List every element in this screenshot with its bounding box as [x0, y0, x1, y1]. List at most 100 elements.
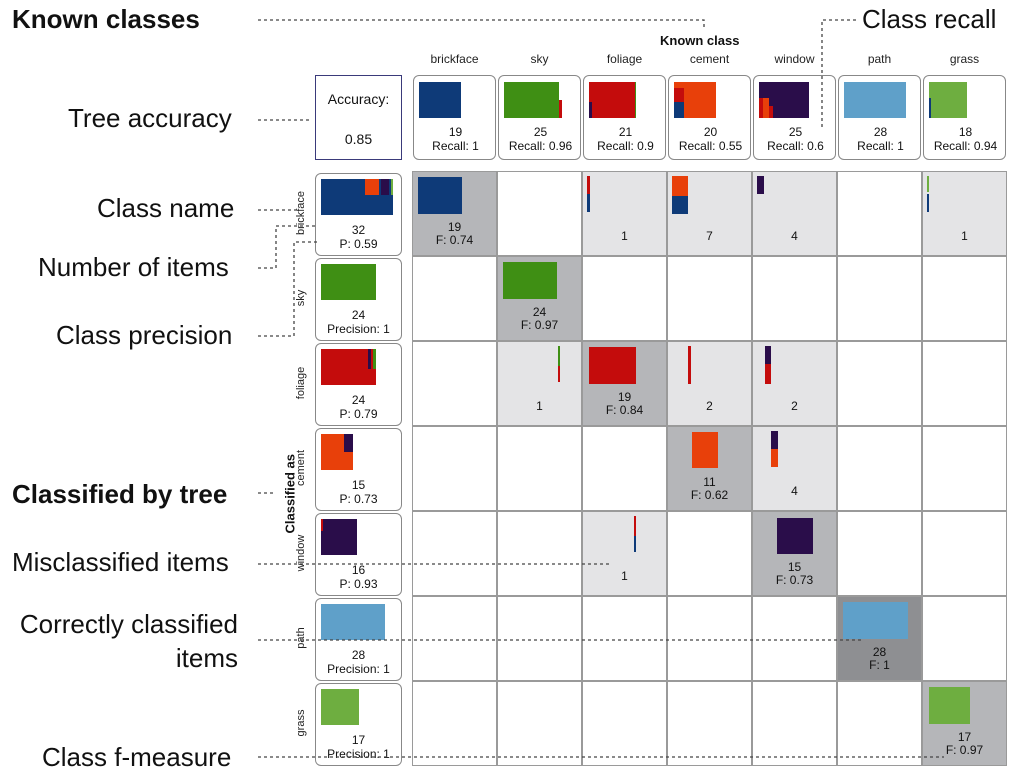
recall-swatch-foliage: [587, 80, 663, 122]
precision-count-window: 16: [351, 563, 366, 577]
bar-cement-small: [771, 449, 778, 467]
recall-bar-brickface: [419, 82, 461, 118]
recall-bar-cement-foliage: [674, 88, 684, 102]
cell-count: 4: [791, 484, 798, 498]
cell-count: 1: [536, 399, 543, 413]
precision-card-cement: 15 P: 0.73: [315, 428, 402, 511]
matrix-cell-path-path: 28 F: 1: [837, 596, 922, 681]
matrix-cell-window-window: 15 F: 0.73: [752, 511, 837, 596]
recall-bar-window-foliage: [759, 98, 763, 118]
row-label-sky: sky: [295, 289, 307, 307]
precision-bar-cement-window: [344, 434, 353, 452]
matrix-cell-brickface-sky: [497, 171, 582, 256]
bar-brickface-small: [672, 196, 688, 214]
column-header-path: path: [867, 52, 892, 66]
row-label-grass: grass: [295, 709, 307, 737]
cell-count: 7: [706, 229, 713, 243]
matrix-cell-grass-grass: 17 F: 0.97: [922, 681, 1007, 766]
cell-count: 2: [706, 399, 713, 413]
bar-window: [765, 346, 771, 364]
precision-value-foliage: P: 0.79: [339, 407, 378, 421]
precision-value-window: P: 0.93: [339, 577, 378, 591]
annotation-number-of-items: Number of items: [38, 252, 229, 282]
recall-bar-grass-brickface: [929, 98, 931, 118]
recall-count-cement: 20: [703, 125, 718, 139]
precision-card-window: 16 P: 0.93: [315, 513, 402, 596]
matrix-cell-window-path: [837, 511, 922, 596]
bar-foliage-small: [558, 366, 560, 382]
matrix-cell-grass-foliage: [582, 681, 667, 766]
annotation-known-classes: Known classes: [12, 4, 200, 34]
cell-count: 24: [532, 305, 547, 319]
matrix-cell-grass-brickface: [412, 681, 497, 766]
precision-value-path: Precision: 1: [327, 662, 390, 676]
precision-count-grass: 17: [351, 733, 366, 747]
matrix-cell-cement-sky: [497, 426, 582, 511]
precision-bar-brickface-cement: [365, 179, 379, 195]
bar-sky: [503, 262, 557, 299]
recall-count-window: 25: [788, 125, 803, 139]
recall-bar-cement-foliage2: [674, 82, 684, 88]
row-label-cement: cement: [295, 449, 307, 487]
matrix-cell-cement-foliage: [582, 426, 667, 511]
precision-card-path: 28 Precision: 1: [315, 598, 402, 681]
annotation-class-name: Class name: [97, 193, 235, 223]
bar-brickface: [418, 177, 462, 214]
cell-f-measure: F: 0.84: [605, 403, 644, 417]
cell-count: 19: [447, 220, 462, 234]
cell-count: 2: [791, 399, 798, 413]
matrix-cell-path-window: [752, 596, 837, 681]
matrix-cell-brickface-foliage: 1: [582, 171, 667, 256]
bar-window: [777, 518, 813, 554]
precision-swatch-sky: [319, 262, 399, 304]
matrix-cell-brickface-cement: 7: [667, 171, 752, 256]
precision-swatch-grass: [319, 687, 399, 729]
bar-foliage: [589, 347, 636, 384]
recall-value-window: Recall: 0.6: [767, 139, 824, 153]
bar-foliage: [587, 176, 590, 194]
precision-count-brickface: 32: [351, 223, 366, 237]
precision-swatch-window: [319, 517, 399, 559]
precision-bar-foliage-window: [368, 349, 371, 369]
precision-bar-foliage: [321, 349, 376, 385]
recall-bar-cement: [684, 82, 716, 118]
bar-path: [843, 602, 908, 639]
matrix-cell-path-cement: [667, 596, 752, 681]
row-label-brickface: brickface: [295, 190, 307, 236]
matrix-cell-foliage-foliage: 19 F: 0.84: [582, 341, 667, 426]
bar-sky-small: [558, 346, 560, 366]
matrix-cell-grass-window: [752, 681, 837, 766]
recall-bar-grass: [929, 82, 967, 118]
recall-count-sky: 25: [533, 125, 548, 139]
recall-card-sky: 25 Recall: 0.96: [498, 75, 581, 160]
precision-card-brickface: 32 P: 0.59: [315, 173, 402, 256]
matrix-cell-path-foliage: [582, 596, 667, 681]
matrix-cell-foliage-path: [837, 341, 922, 426]
row-label-window: window: [295, 534, 307, 572]
precision-count-sky: 24: [351, 308, 366, 322]
matrix-cell-brickface-window: 4: [752, 171, 837, 256]
matrix-cell-window-brickface: [412, 511, 497, 596]
precision-value-cement: P: 0.73: [339, 492, 378, 506]
column-header-brickface: brickface: [430, 52, 479, 66]
matrix-cell-foliage-sky: 1: [497, 341, 582, 426]
matrix-cell-path-sky: [497, 596, 582, 681]
annotation-class-f-measure: Class f-measure: [42, 742, 232, 772]
bar-brickface-small: [634, 536, 636, 552]
recall-bar-foliage-sky: [635, 82, 636, 118]
precision-bar-brickface-grass: [391, 179, 393, 195]
matrix-cell-path-grass: [922, 596, 1007, 681]
recall-card-window: 25 Recall: 0.6: [753, 75, 836, 160]
bar-foliage-small: [634, 516, 636, 536]
precision-count-path: 28: [351, 648, 366, 662]
precision-count-cement: 15: [351, 478, 366, 492]
accuracy-label: Accuracy:: [327, 91, 390, 107]
precision-bar-foliage-sky: [373, 349, 376, 369]
bar-foliage-small: [765, 364, 771, 384]
cell-count: 15: [787, 560, 802, 574]
matrix-cell-window-sky: [497, 511, 582, 596]
precision-bar-window: [321, 519, 357, 555]
precision-swatch-brickface: [319, 177, 399, 219]
annotation-class-recall: Class recall: [862, 4, 997, 34]
accuracy-value: 0.85: [344, 131, 373, 147]
